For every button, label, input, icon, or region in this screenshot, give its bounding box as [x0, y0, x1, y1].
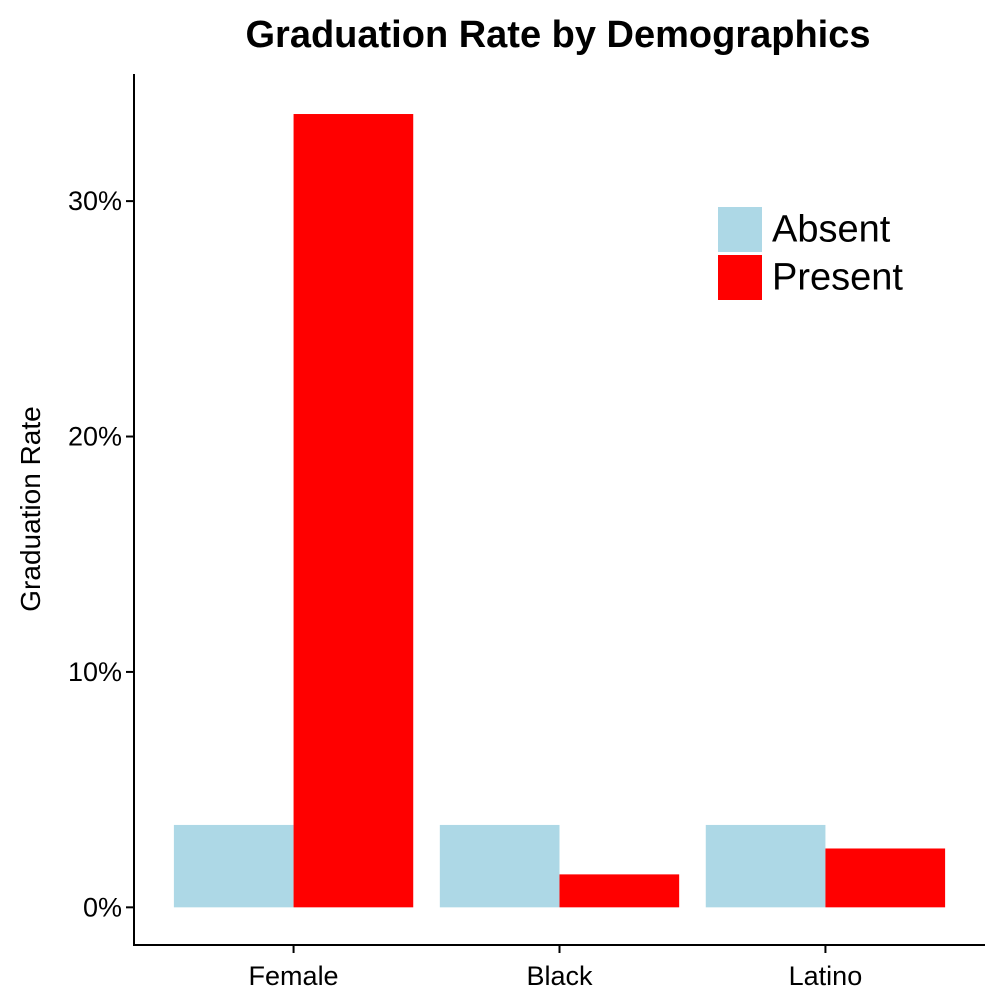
bar-absent-latino	[705, 824, 826, 908]
legend-label-present: Present	[772, 257, 903, 299]
bar-present-black	[559, 874, 680, 908]
legend-swatch-present	[718, 255, 762, 300]
bar-present-latino	[825, 848, 946, 908]
x-tick-label: Latino	[789, 961, 863, 991]
bar-absent-black	[439, 824, 560, 908]
legend-swatch-absent	[718, 207, 762, 252]
y-tick-label: 30%	[68, 186, 122, 216]
y-ticks: 0% 10% 20% 30%	[68, 186, 134, 922]
y-tick-label: 0%	[83, 892, 122, 922]
y-axis-label: Graduation Rate	[15, 406, 46, 611]
bar-present-female	[293, 114, 414, 908]
y-tick-label: 10%	[68, 657, 122, 687]
x-ticks: Female Black Latino	[249, 945, 863, 991]
bars-layer	[173, 114, 946, 908]
x-tick-label: Black	[526, 961, 593, 991]
legend: Absent Present	[718, 207, 903, 300]
bar-absent-female	[173, 824, 294, 908]
legend-label-absent: Absent	[772, 209, 891, 251]
chart-title: Graduation Rate by Demographics	[245, 14, 870, 56]
y-tick-label: 20%	[68, 422, 122, 452]
x-tick-label: Female	[249, 961, 339, 991]
